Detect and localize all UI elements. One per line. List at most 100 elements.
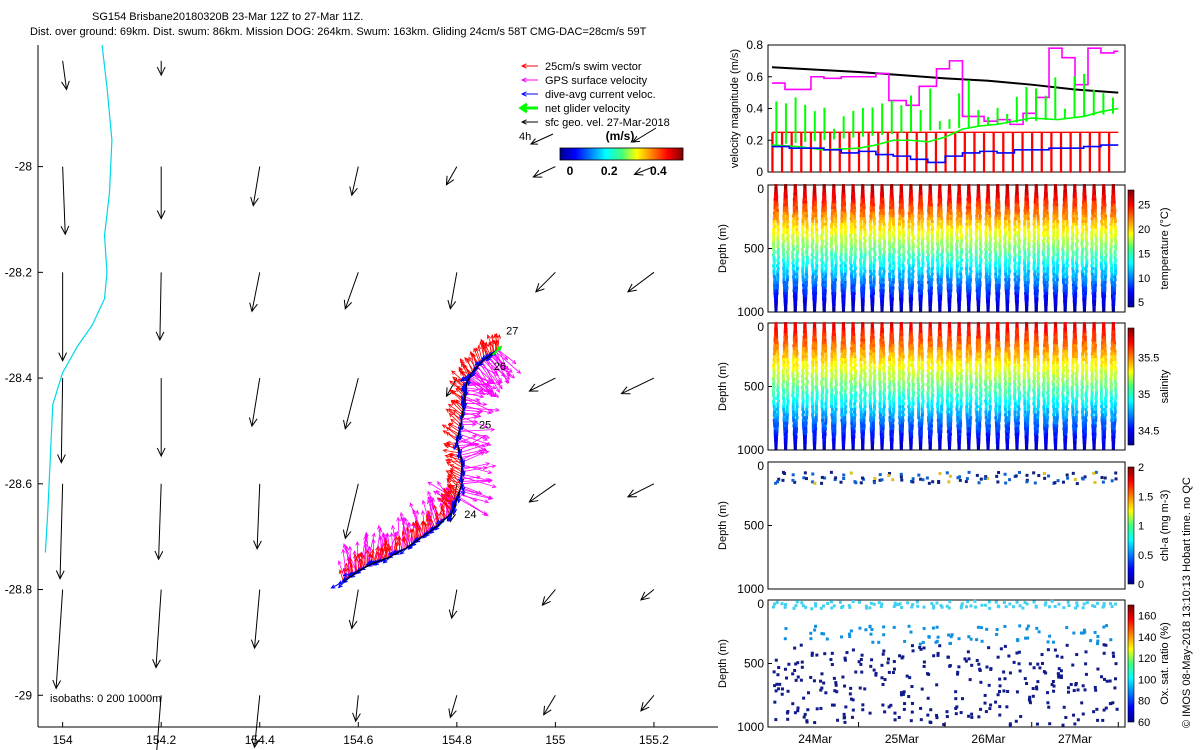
section-dot xyxy=(939,278,943,282)
map-x-tick-label: 154.6 xyxy=(343,733,373,747)
gps-velocity-arrow-head xyxy=(381,531,386,537)
section-dot xyxy=(1090,222,1094,226)
section-dot xyxy=(775,211,779,215)
section-dot xyxy=(792,200,796,204)
section-dot xyxy=(1073,303,1077,307)
section-dot xyxy=(839,258,843,262)
section-dot xyxy=(878,242,882,246)
section-dot xyxy=(969,239,973,243)
section-dot xyxy=(776,377,780,381)
section-dot xyxy=(948,184,951,188)
section-dot xyxy=(863,258,867,262)
section-dot xyxy=(940,220,944,224)
section-dot xyxy=(984,258,988,262)
section-dot xyxy=(814,349,818,353)
section-dot xyxy=(821,360,825,364)
section-dot xyxy=(879,264,883,268)
section-dot xyxy=(811,286,815,290)
section-dot xyxy=(897,242,901,246)
section-dot xyxy=(1075,267,1079,271)
section-dot xyxy=(871,286,875,290)
section-dot xyxy=(803,305,807,309)
section-dot xyxy=(946,211,950,215)
section-dot xyxy=(901,244,905,248)
section-dot xyxy=(956,200,960,204)
section-dot xyxy=(1013,228,1017,232)
section-dot xyxy=(984,269,988,273)
section-dot xyxy=(938,195,942,199)
swim-vector-arrow xyxy=(357,553,363,570)
section-dot xyxy=(993,244,997,248)
isobaths-label: isobaths: 0 200 1000m xyxy=(50,693,161,705)
section-dot xyxy=(926,247,930,251)
section-dot xyxy=(842,292,846,296)
section-dot xyxy=(794,427,798,431)
section-dot xyxy=(802,286,806,290)
section-dot xyxy=(775,292,779,296)
section-dot xyxy=(803,195,807,199)
swim-vector-arrow-head xyxy=(427,509,432,515)
scale-arrow-geo-head xyxy=(632,135,641,143)
section-dot xyxy=(1090,272,1094,276)
section-dot xyxy=(823,197,827,201)
section-dot xyxy=(805,244,809,248)
section-dot xyxy=(1026,225,1030,229)
section-dot xyxy=(791,416,795,420)
section-dot xyxy=(773,347,777,351)
section-dot xyxy=(805,233,809,237)
gps-velocity-arrow xyxy=(457,435,487,452)
section-dot xyxy=(774,192,778,196)
section-dot xyxy=(776,253,780,257)
section-dot xyxy=(1016,197,1020,201)
section-dot xyxy=(1036,253,1040,257)
swim-vector-arrow-head xyxy=(484,343,489,348)
section-dot xyxy=(1110,269,1114,273)
section-dot xyxy=(773,407,777,411)
section-dot xyxy=(811,355,815,359)
section-dot xyxy=(890,197,894,201)
section-dot xyxy=(785,418,789,422)
section-dot xyxy=(912,253,916,257)
section-dot xyxy=(977,297,981,301)
section-dot xyxy=(1026,206,1030,210)
gps-velocity-arrow-head xyxy=(493,369,498,374)
section-dot xyxy=(840,239,844,243)
section-dot xyxy=(950,239,954,243)
section-dot xyxy=(775,206,779,210)
swim-vector-arrow xyxy=(462,364,472,374)
map-y-tick-label: -28.4 xyxy=(5,371,33,385)
section-dot xyxy=(939,286,943,290)
section-dot xyxy=(984,214,988,218)
section-dot xyxy=(1073,308,1077,312)
section-dot xyxy=(1017,239,1021,243)
section-dot xyxy=(998,222,1002,226)
gps-velocity-arrow-head xyxy=(488,392,493,398)
section-dot xyxy=(1052,272,1056,276)
section-dot xyxy=(1026,228,1030,232)
geo-velocity-arrow xyxy=(640,589,655,601)
section-dot xyxy=(791,407,795,411)
section-dot xyxy=(946,220,950,224)
section-dot xyxy=(833,228,837,232)
section-dot xyxy=(825,256,829,260)
section-dot xyxy=(814,371,818,375)
section-dot xyxy=(967,184,971,188)
section-dot xyxy=(959,256,963,260)
section-dot xyxy=(940,264,944,268)
section-dot xyxy=(1052,217,1056,221)
section-dot xyxy=(979,258,983,262)
section-dot xyxy=(929,217,933,221)
section-dot xyxy=(776,385,780,389)
section-dot xyxy=(824,228,828,232)
section-dot xyxy=(781,382,785,386)
section-dot xyxy=(1054,184,1058,188)
section-dot xyxy=(984,242,988,246)
section-dot xyxy=(822,322,826,326)
section-dot xyxy=(1025,305,1029,309)
section-dot xyxy=(843,214,847,218)
section-dot xyxy=(825,242,829,246)
section-dot xyxy=(852,300,856,304)
section-dot xyxy=(949,247,953,251)
section-dot xyxy=(908,286,912,290)
section-dot xyxy=(993,236,997,240)
